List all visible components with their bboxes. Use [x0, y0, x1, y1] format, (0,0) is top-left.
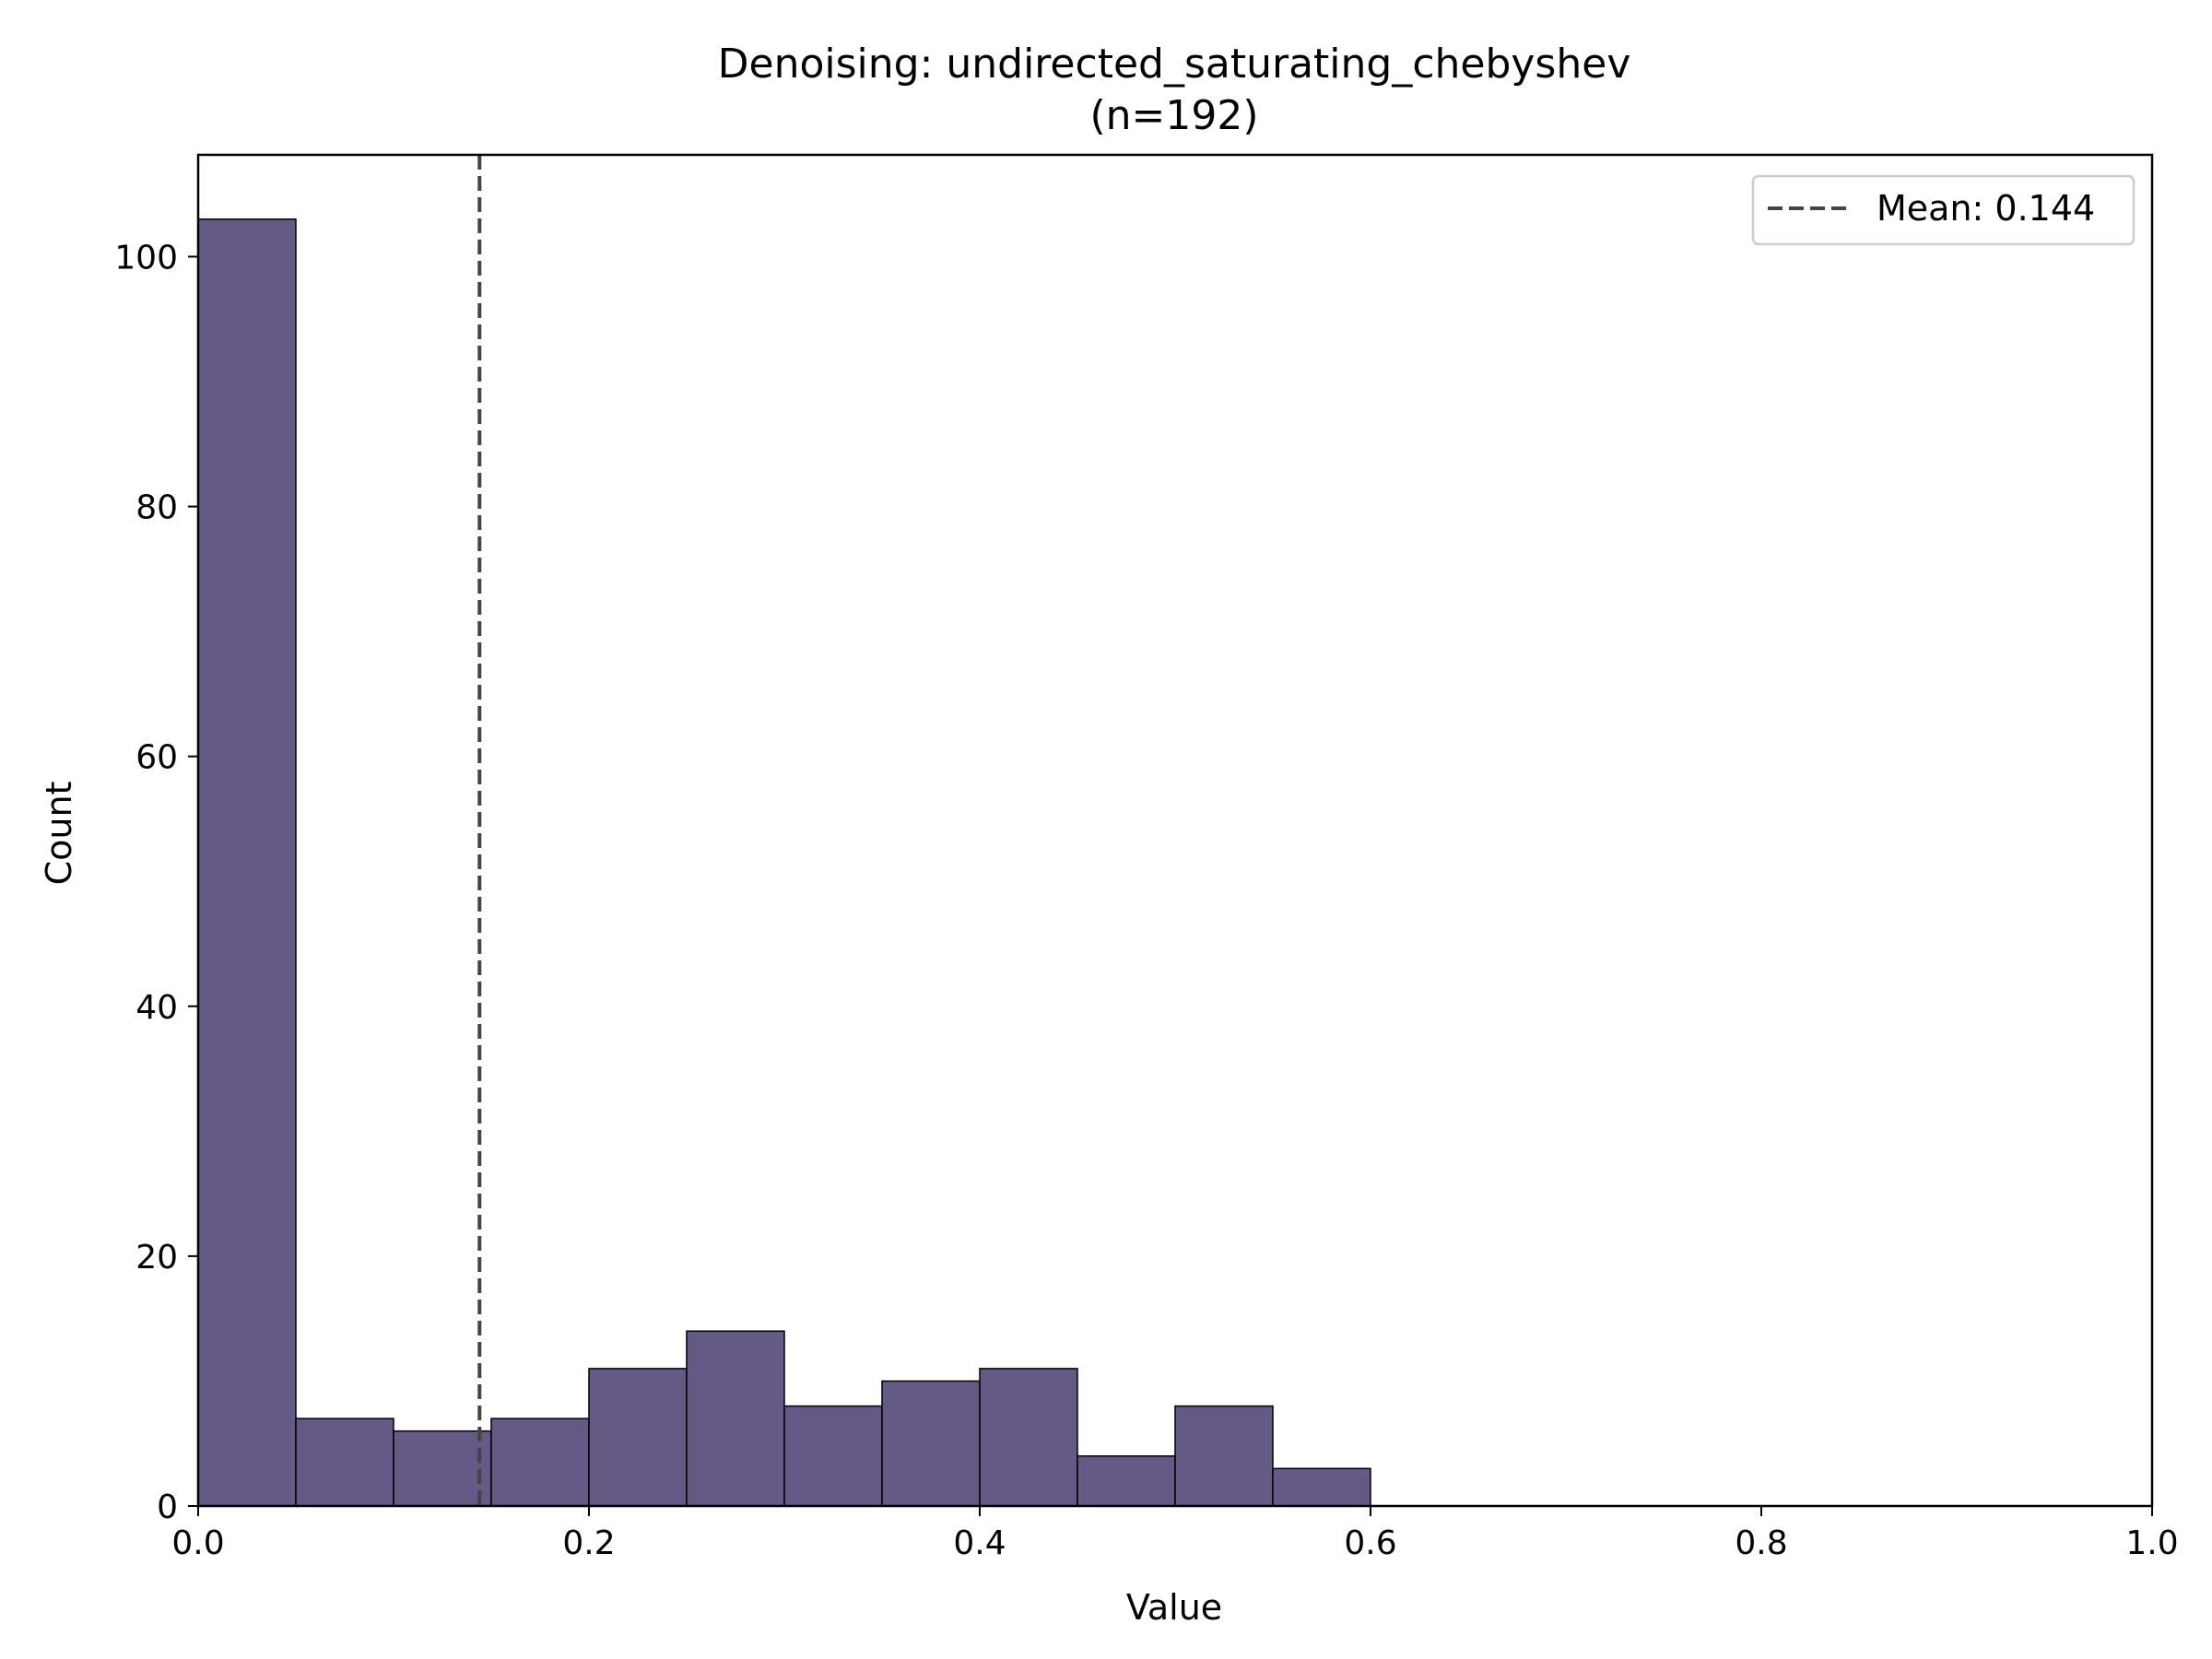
- y-tick-label-4: 80: [135, 489, 178, 527]
- x-tick-label-2: 0.4: [953, 1524, 1006, 1562]
- x-tick-label-1: 0.2: [562, 1524, 615, 1562]
- histogram-bar-1: [295, 1418, 394, 1507]
- y-tick-label-5: 100: [114, 239, 178, 276]
- histogram-bar-3: [490, 1418, 590, 1507]
- x-axis-label: Value: [1126, 1587, 1222, 1628]
- histogram-bar-7: [881, 1380, 981, 1507]
- histogram-bar-9: [1077, 1455, 1176, 1507]
- legend: Mean: 0.144: [1751, 174, 2136, 246]
- y-tick-label-1: 20: [135, 1239, 178, 1277]
- x-tick-label-3: 0.6: [1344, 1524, 1396, 1562]
- x-tick-label-0: 0.0: [171, 1524, 224, 1562]
- legend-mean-label: Mean: 0.144: [1877, 188, 2095, 229]
- histogram-bar-0: [197, 218, 297, 1507]
- histogram-bar-8: [979, 1368, 1078, 1507]
- x-tick-label-5: 1.0: [2125, 1524, 2178, 1562]
- histogram-bar-10: [1174, 1405, 1274, 1507]
- x-tick-label-4: 0.8: [1735, 1524, 1787, 1562]
- chart-title: Denoising: undirected_saturating_chebysh…: [718, 41, 1631, 88]
- histogram-bar-11: [1272, 1467, 1371, 1507]
- y-axis-label: Count: [39, 782, 79, 886]
- x-axis-ticks: 0.0 0.2 0.4 0.6 0.8 1.0: [171, 1506, 2179, 1562]
- histogram-bars: [197, 218, 1371, 1507]
- histogram-bar-4: [588, 1368, 688, 1507]
- histogram-bar-2: [393, 1430, 492, 1507]
- y-axis-ticks: 0 20 40 60 80 100: [114, 239, 198, 1526]
- legend-box: [1751, 174, 2136, 246]
- y-tick-label-0: 0: [157, 1488, 178, 1526]
- plot-area-frame: [196, 153, 2154, 1508]
- histogram-bar-6: [783, 1405, 883, 1507]
- chart-subtitle: (n=192): [1089, 92, 1258, 139]
- y-tick-label-3: 60: [135, 739, 178, 777]
- y-tick-label-2: 40: [135, 989, 178, 1027]
- histogram-bar-5: [686, 1330, 785, 1507]
